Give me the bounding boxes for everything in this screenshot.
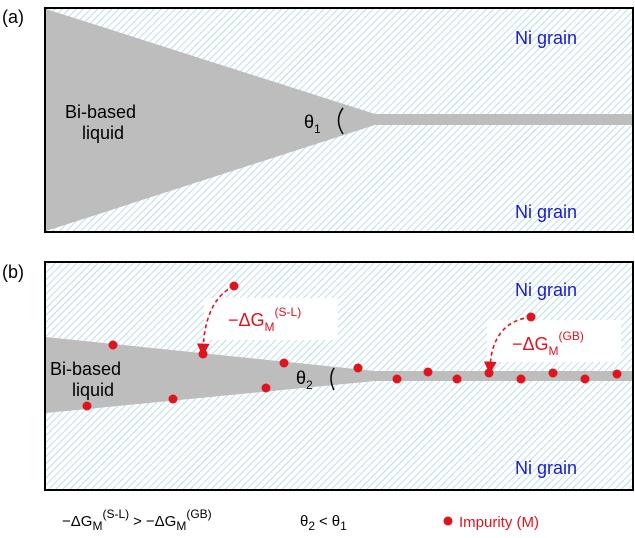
liquid-wedge <box>46 337 634 413</box>
legend-label: Impurity (M) <box>459 514 539 531</box>
symbol: −ΔG <box>62 513 92 530</box>
symbol: −ΔG <box>146 513 176 530</box>
subscript: M <box>265 320 275 334</box>
grain-label: Ni grain <box>515 458 577 478</box>
symbol: θ <box>304 112 314 132</box>
liquid-label: Bi-based <box>50 359 121 379</box>
panel-label: (a) <box>2 7 24 27</box>
superscript: (S-L) <box>102 507 129 521</box>
subscript: 1 <box>340 519 347 533</box>
liquid-wedge <box>46 9 634 231</box>
angle-label: θ2 <box>296 368 313 392</box>
subscript: 1 <box>314 122 321 136</box>
symbol: θ <box>296 368 306 388</box>
subscript: 2 <box>308 519 315 533</box>
angle-arc <box>330 367 335 391</box>
panel-a: (a) Ni grain Ni grain Bi-based liquid θ1 <box>2 7 634 233</box>
arrow <box>196 285 235 357</box>
subscript: M <box>176 519 186 533</box>
liquid-label: liquid <box>72 380 114 400</box>
frame <box>44 261 634 491</box>
legend: −ΔGM(S-L) > −ΔGM(GB) θ2 < θ1 Impurity (M) <box>62 507 539 533</box>
frame <box>44 7 634 233</box>
subscript: M <box>549 344 559 358</box>
energy-label: −ΔGM(GB) <box>512 329 584 358</box>
subscript: M <box>92 519 102 533</box>
symbol: θ <box>332 513 340 530</box>
superscript: (GB) <box>559 329 584 343</box>
superscript: (GB) <box>186 507 211 521</box>
impurities <box>82 281 622 411</box>
superscript: (S-L) <box>275 305 302 319</box>
subscript: 2 <box>306 378 313 392</box>
grain-label: Ni grain <box>515 202 577 222</box>
arrow <box>483 316 532 375</box>
operator: > <box>133 513 142 530</box>
legend-marker <box>443 516 453 526</box>
symbol: θ <box>300 513 308 530</box>
liquid-label: Bi-based <box>65 102 136 122</box>
callout-box <box>487 320 621 362</box>
energy-label: −ΔGM(S-L) <box>228 305 301 334</box>
panel-label: (b) <box>2 262 24 282</box>
angle-label: θ1 <box>304 112 321 136</box>
panel-b: (b) Ni grain Ni grain Bi-based liquid θ2… <box>2 261 634 491</box>
liquid-label: liquid <box>82 123 124 143</box>
grain-label: Ni grain <box>515 28 577 48</box>
energy-inequality: −ΔGM(S-L) > −ΔGM(GB) <box>62 507 212 533</box>
callout-box <box>204 298 338 340</box>
symbol: −ΔG <box>512 334 549 354</box>
symbol: −ΔG <box>228 310 265 330</box>
angle-arc <box>337 107 344 135</box>
operator: < <box>319 513 328 530</box>
angle-inequality: θ2 < θ1 <box>300 513 347 533</box>
grain-label: Ni grain <box>515 280 577 300</box>
